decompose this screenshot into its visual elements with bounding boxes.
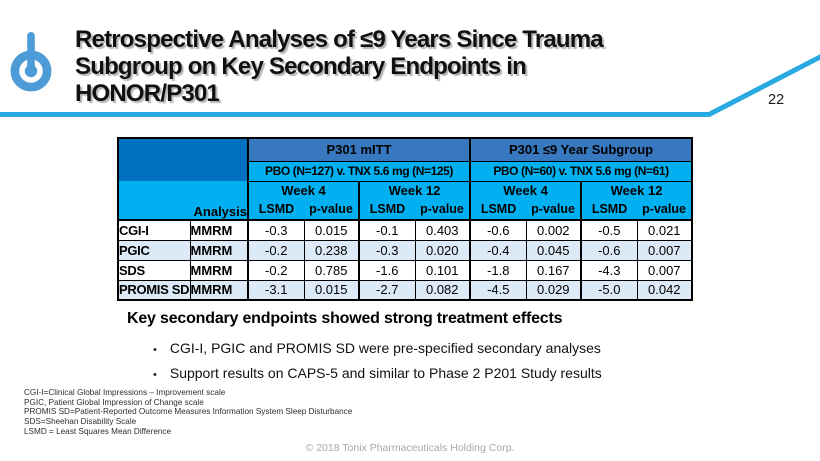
bullet-text: Support results on CAPS-5 and similar to… <box>169 365 602 381</box>
cell-value: 0.101 <box>414 259 471 281</box>
week-header: Week 4 <box>469 181 582 199</box>
cell-value: 0.403 <box>414 219 471 241</box>
cell-value: -3.1 <box>247 279 305 301</box>
week-header: Week 12 <box>580 181 693 199</box>
cell-value: 0.007 <box>636 239 693 261</box>
cell-value: -0.1 <box>358 219 416 241</box>
stat-header-pvalue: p-value <box>415 199 471 221</box>
analysis-value: MMRM <box>189 219 249 241</box>
bullet-item: • Support results on CAPS-5 and similar … <box>153 362 713 387</box>
comparison-header-mitt: PBO (N=127) v. TNX 5.6 mg (N=125) <box>246 161 471 182</box>
footnote-line: CGI-I=Clinical Global Impressions – Impr… <box>24 388 226 397</box>
title-line: HONOR/P301 <box>75 80 220 107</box>
cell-value: 0.020 <box>414 239 471 261</box>
cell-value: 0.167 <box>525 259 582 281</box>
cell-value: -0.2 <box>247 239 305 261</box>
title-line: Retrospective Analyses of ≤9 Years Since… <box>75 26 604 53</box>
cell-value: 0.042 <box>636 279 693 301</box>
cell-value: 0.015 <box>303 279 360 301</box>
table-row: PGIC MMRM -0.2 0.238 -0.3 0.020 -0.4 0.0… <box>117 239 693 261</box>
bullet-icon: • <box>153 369 157 381</box>
cell-value: -4.5 <box>469 279 527 301</box>
week-header: Week 12 <box>357 181 471 199</box>
comparison-header-subgroup: PBO (N=60) v. TNX 5.6 mg (N=61) <box>469 161 693 182</box>
footnote-line: PGIC, Patient Global Impression of Chang… <box>24 397 204 407</box>
cell-value: -0.6 <box>580 239 638 261</box>
stat-header-pvalue: p-value <box>637 199 693 221</box>
cell-value: -4.3 <box>580 259 638 281</box>
title-line: Subgroup on Key Secondary Endpoints in <box>75 53 527 80</box>
results-table-container: P301 mITT P301 ≤9 Year Subgroup PBO (N=1… <box>117 137 694 301</box>
table-row: PROMIS SD MMRM -3.1 0.015 -2.7 0.082 -4.… <box>117 279 693 301</box>
analysis-column-header: Analysis <box>118 181 248 221</box>
cell-value: 0.045 <box>525 239 582 261</box>
group-header-subgroup: P301 ≤9 Year Subgroup <box>469 138 693 162</box>
cell-value: -0.2 <box>247 259 305 281</box>
table-row: CGI-I MMRM -0.3 0.015 -0.1 0.403 -0.6 0.… <box>117 219 693 241</box>
cell-value: 0.002 <box>525 219 582 241</box>
footnote-line: PROMIS SD=Patient-Reported Outcome Measu… <box>24 407 353 417</box>
cell-value: -2.7 <box>358 279 416 301</box>
endpoint-label: SDS <box>117 259 191 281</box>
endpoint-label: PROMIS SD <box>117 279 191 301</box>
endpoint-label: CGI-I <box>117 219 191 241</box>
power-button-logo-icon <box>10 32 52 92</box>
footnote-line: SDS=Sheehan Disability Scale <box>24 417 137 427</box>
stat-header-lsmd: LSMD <box>247 199 304 221</box>
cell-value: -0.3 <box>247 219 305 241</box>
cell-value: -5.0 <box>580 279 638 301</box>
stat-header-lsmd: LSMD <box>580 199 638 221</box>
key-message-heading: Key secondary endpoints showed strong tr… <box>127 310 563 327</box>
week-header: Week 4 <box>247 181 359 199</box>
cell-value: 0.082 <box>414 279 471 301</box>
table-row: SDS MMRM -0.2 0.785 -1.6 0.101 -1.8 0.16… <box>117 259 693 281</box>
cell-value: -1.6 <box>358 259 416 281</box>
bullet-text: CGI-I, PGIC and PROMIS SD were pre-speci… <box>169 340 601 356</box>
analysis-value: MMRM <box>189 259 249 281</box>
cell-value: -0.6 <box>469 219 527 241</box>
analysis-value: MMRM <box>189 279 249 301</box>
stat-header-lsmd: LSMD <box>469 199 527 221</box>
endpoint-label: PGIC <box>117 239 191 261</box>
bullet-icon: • <box>153 344 157 356</box>
cell-value: 0.015 <box>303 219 360 241</box>
footnotes: CGI-I=Clinical Global Impressions – Impr… <box>24 388 524 437</box>
footnote-line: LSMD = Least Squares Mean Difference <box>24 426 172 436</box>
cell-value: -0.5 <box>580 219 638 241</box>
group-header-mitt: P301 mITT <box>246 138 471 162</box>
table-corner-cell <box>118 138 248 181</box>
bullet-item: • CGI-I, PGIC and PROMIS SD were pre-spe… <box>153 337 713 362</box>
cell-value: 0.238 <box>303 239 360 261</box>
copyright-footer: © 2018 Tonix Pharmaceuticals Holding Cor… <box>305 442 515 454</box>
bullet-list: • CGI-I, PGIC and PROMIS SD were pre-spe… <box>153 337 713 387</box>
cell-value: -1.8 <box>469 259 527 281</box>
stat-header-lsmd: LSMD <box>358 199 415 221</box>
page-number: 22 <box>768 92 785 108</box>
cell-value: -0.3 <box>358 239 416 261</box>
stat-header-pvalue: p-value <box>304 199 359 221</box>
cell-value: 0.021 <box>636 219 693 241</box>
cell-value: 0.007 <box>636 259 693 281</box>
cell-value: 0.785 <box>303 259 360 281</box>
analysis-value: MMRM <box>189 239 249 261</box>
slide-title: Retrospective Analyses of ≤9 Years Since… <box>75 26 755 107</box>
cell-value: -0.4 <box>469 239 527 261</box>
cell-value: 0.029 <box>525 279 582 301</box>
stat-header-pvalue: p-value <box>526 199 582 221</box>
results-table: P301 mITT P301 ≤9 Year Subgroup PBO (N=1… <box>117 137 694 301</box>
